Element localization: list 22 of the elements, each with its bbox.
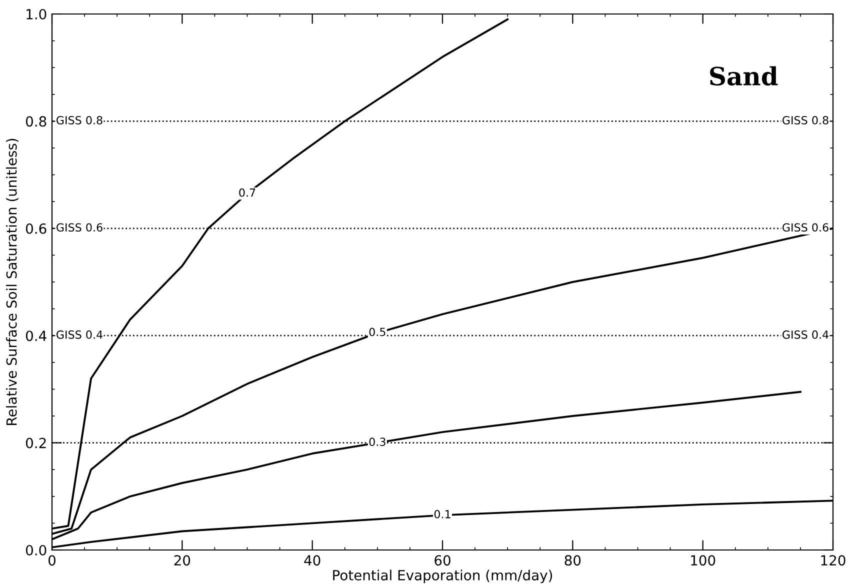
y-tick-label: 0.8 — [26, 116, 46, 127]
text: GISS 0.4 — [782, 330, 828, 339]
x-tick-label: 0 — [48, 555, 56, 566]
y-tick-label: 0.6 — [26, 223, 46, 234]
y-axis-title: Relative Surface Soil Saturation (unitless) — [6, 138, 18, 425]
y-tick-label: 0.4 — [26, 330, 46, 342]
y-tick-label: 0.2 — [26, 438, 46, 448]
x-tick-label: 120 — [821, 555, 846, 566]
y-tick-label: 0.0 — [26, 544, 46, 556]
text: GISS 0.6 — [782, 223, 828, 232]
x-tick-label: 100 — [691, 555, 716, 566]
x-tick-label: 40 — [304, 555, 320, 566]
x-tick-label: 60 — [434, 555, 450, 566]
y-tick-label: 1.0 — [26, 8, 46, 20]
text: Sand — [710, 66, 778, 86]
ref-line-label: GISS 0.8 — [56, 116, 102, 124]
x-tick-label: 20 — [174, 555, 190, 566]
x-tick-label: 80 — [564, 555, 581, 566]
x-axis-title: Potential Evaporation (mm/day) — [333, 570, 552, 584]
ref-line-label: GISS 0.6 — [56, 223, 102, 232]
text: GISS 0.8 — [782, 116, 828, 124]
ref-line-label: GISS 0.4 — [56, 330, 102, 339]
